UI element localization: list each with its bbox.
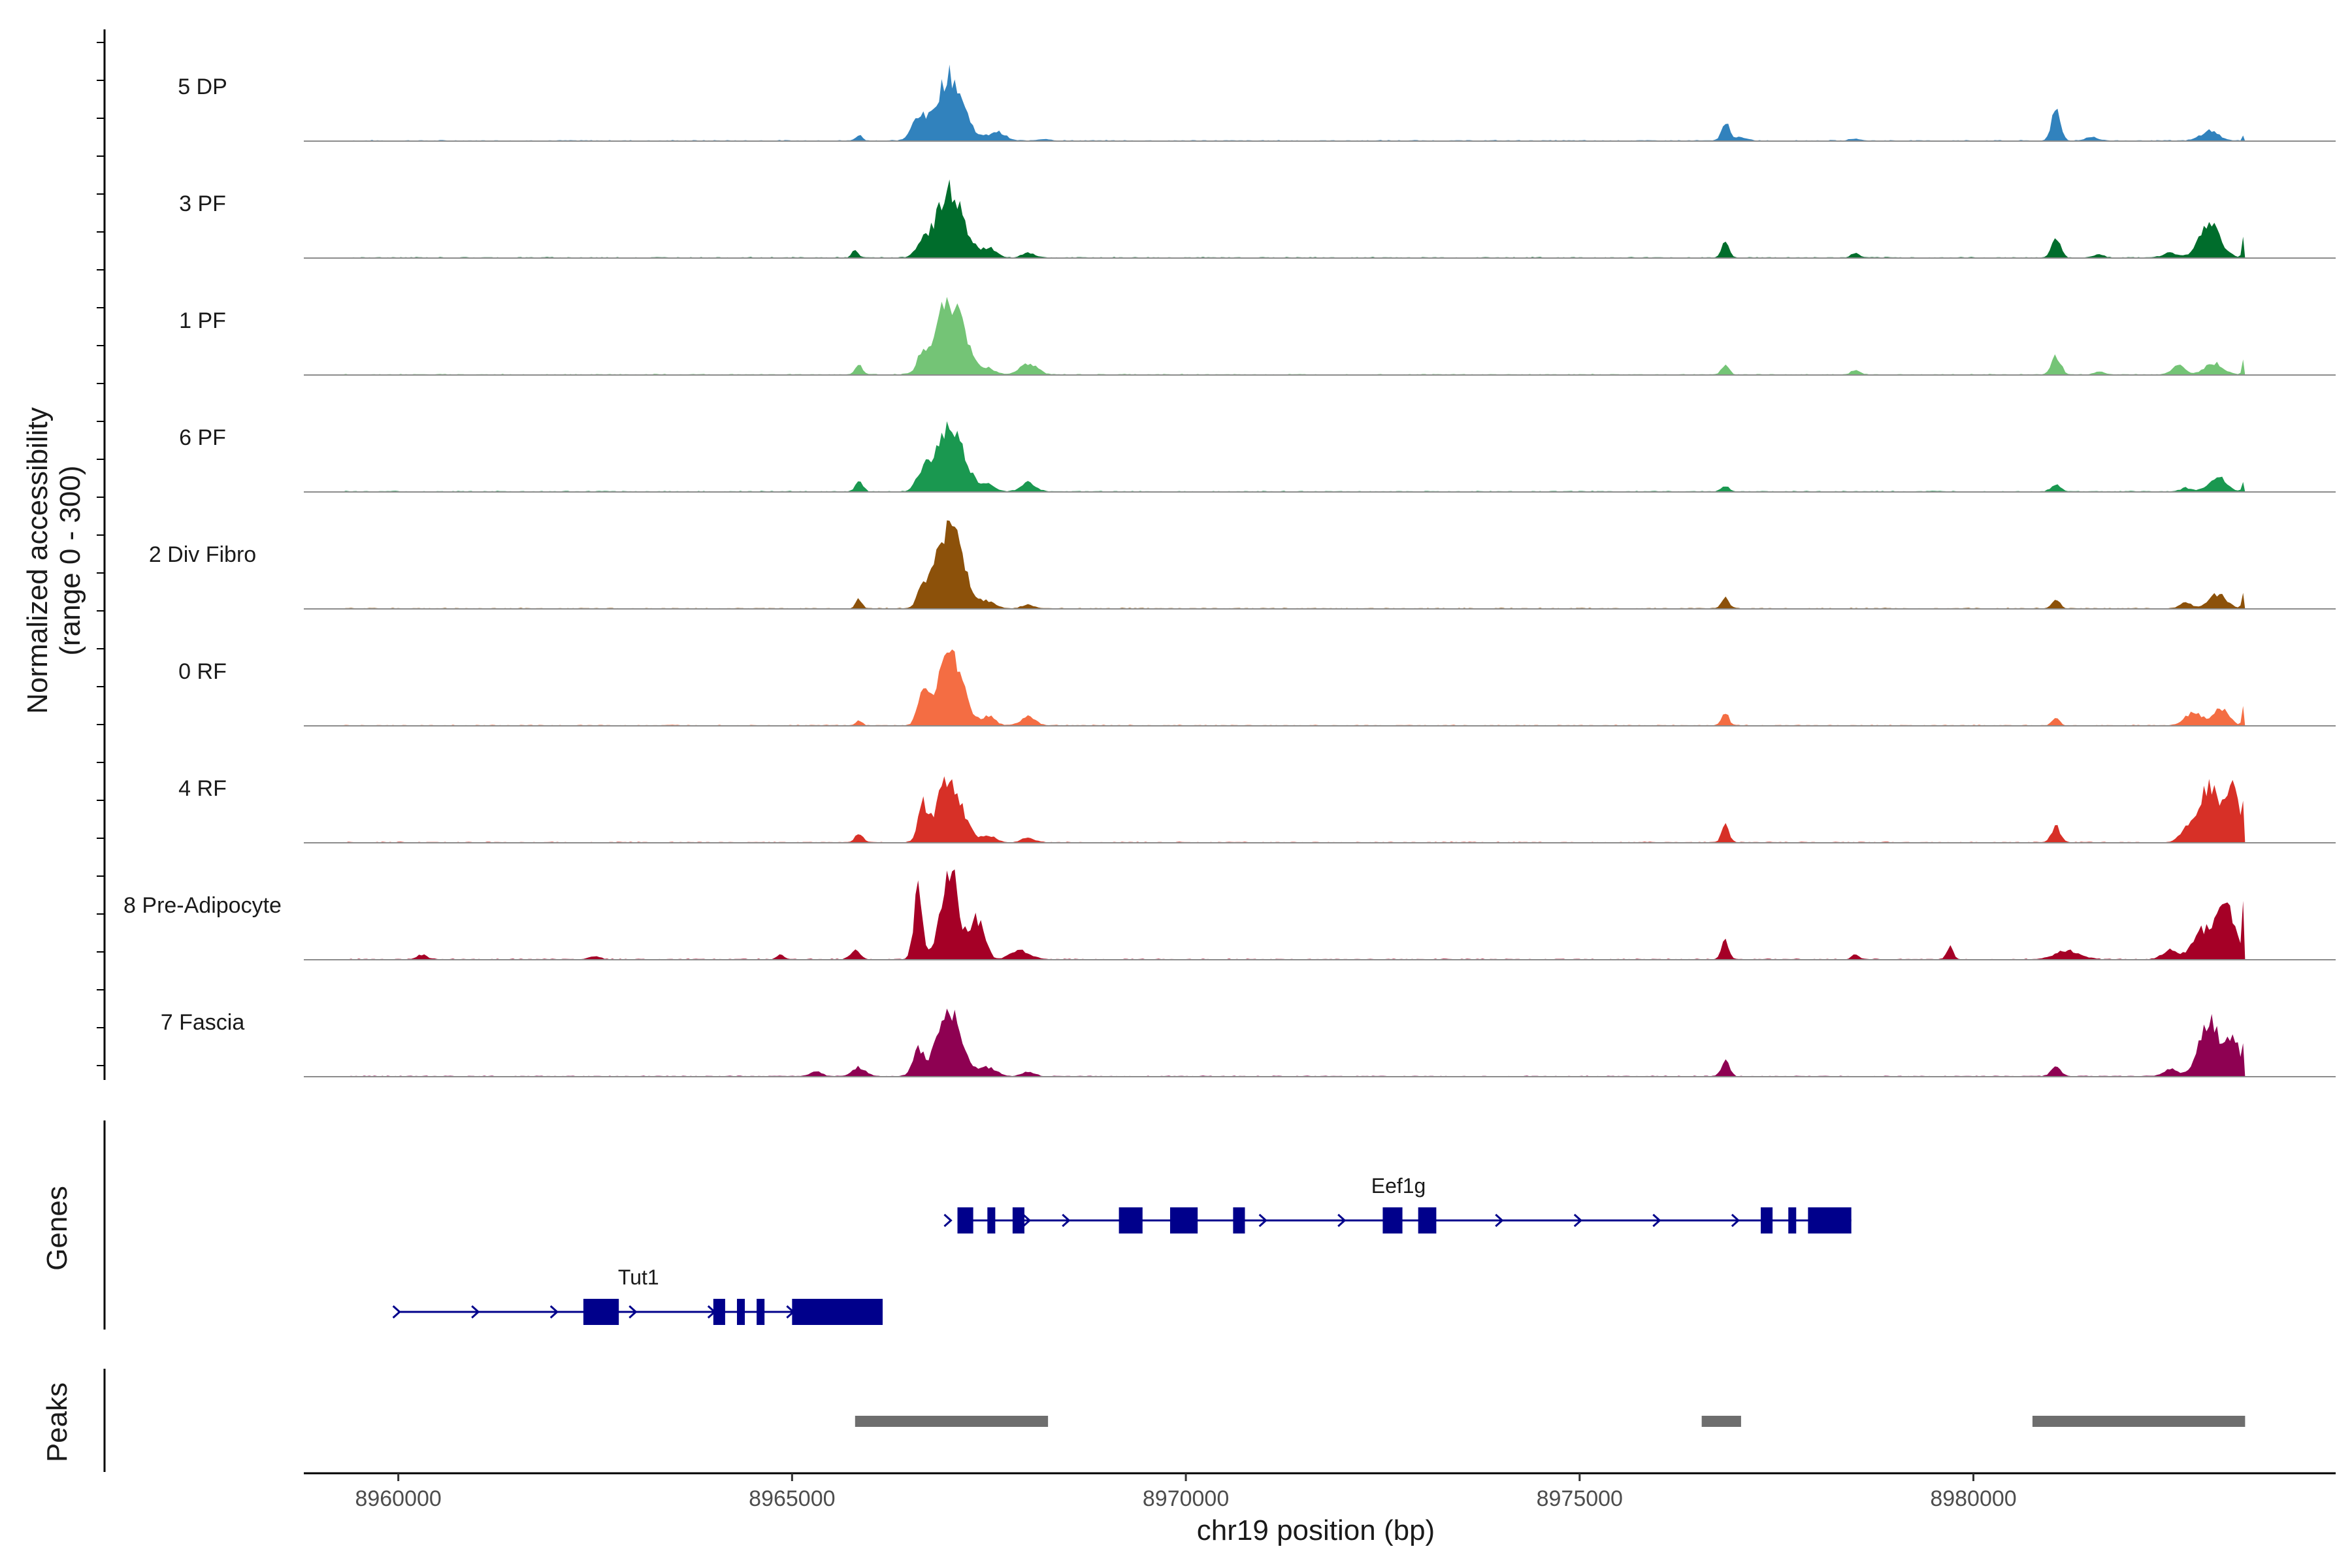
x-axis-title: chr19 position (bp) bbox=[1197, 1514, 1435, 1546]
exon-block bbox=[736, 1299, 745, 1325]
exon-block bbox=[757, 1299, 765, 1325]
peak-region bbox=[855, 1416, 1049, 1427]
coverage-area bbox=[343, 869, 2246, 960]
track-label: 5 DP bbox=[178, 74, 227, 99]
strand-arrow bbox=[1495, 1213, 1504, 1228]
exon-block bbox=[1382, 1207, 1403, 1233]
exon-block bbox=[792, 1299, 883, 1325]
strand-arrow bbox=[1337, 1213, 1347, 1228]
track-label: 3 PF bbox=[179, 191, 226, 216]
exon-block bbox=[1418, 1207, 1437, 1233]
track-3-pf: 3 PF bbox=[179, 179, 2336, 259]
track-2-div-fibro: 2 Div Fibro bbox=[149, 520, 2336, 610]
track-label: 1 PF bbox=[179, 308, 226, 333]
strand-arrow bbox=[392, 1305, 401, 1319]
exon-block bbox=[1761, 1207, 1773, 1233]
x-axis: 8960000 8965000 8970000 8975000 8980000 bbox=[304, 1472, 2336, 1511]
exon-block bbox=[1233, 1207, 1245, 1233]
track-0-rf: 0 RF bbox=[178, 649, 2336, 727]
exon-block bbox=[987, 1207, 996, 1233]
track-4-rf: 4 RF bbox=[178, 776, 2336, 843]
peaks-track bbox=[103, 1369, 2246, 1472]
strand-arrow bbox=[1573, 1213, 1583, 1228]
exon-block bbox=[957, 1207, 973, 1233]
exon-block bbox=[1808, 1207, 1852, 1233]
track-5-dp: 5 DP bbox=[178, 64, 2336, 142]
track-1-pf: 1 PF bbox=[179, 297, 2336, 376]
y-axis-title-line1: Normalized accessibility bbox=[22, 407, 54, 713]
track-label: 8 Pre-Adipocyte bbox=[123, 893, 282, 918]
coverage-area bbox=[343, 421, 2246, 492]
track-label: 7 Fascia bbox=[161, 1010, 245, 1035]
coverage-area bbox=[343, 649, 2246, 726]
exon-block bbox=[713, 1299, 725, 1325]
strand-arrow bbox=[1652, 1213, 1661, 1228]
peaks-panel-label: Peaks bbox=[41, 1382, 73, 1462]
gene-annotation-track: Eef1g Tut1 bbox=[103, 1120, 1852, 1330]
coverage-area bbox=[343, 776, 2246, 843]
track-label: 6 PF bbox=[179, 425, 226, 450]
track-label: 4 RF bbox=[178, 776, 227, 801]
exon-block bbox=[1169, 1207, 1198, 1233]
strand-arrow bbox=[1731, 1213, 1740, 1228]
coverage-area bbox=[343, 297, 2246, 375]
gene-name-label: Tut1 bbox=[618, 1266, 659, 1289]
coverage-tracks: 5 DP 3 PF 1 PF 6 PF 2 Div Fibro 0 RF 4 RF 8 Pre… bbox=[97, 29, 2336, 1080]
strand-arrow bbox=[943, 1213, 953, 1228]
coverage-area bbox=[343, 64, 2246, 141]
exon-block bbox=[1012, 1207, 1024, 1233]
track-label: 2 Div Fibro bbox=[149, 542, 256, 567]
peak-region bbox=[2032, 1416, 2246, 1427]
coverage-area bbox=[343, 520, 2246, 609]
coverage-area bbox=[343, 1008, 2246, 1077]
peak-region bbox=[1701, 1416, 1741, 1427]
gene-name-label: Eef1g bbox=[1371, 1174, 1426, 1198]
exon-block bbox=[1788, 1207, 1797, 1233]
strand-arrow bbox=[1062, 1213, 1071, 1228]
track-label: 0 RF bbox=[178, 659, 227, 684]
y-axis-title-line2: (range 0 - 300) bbox=[54, 465, 86, 655]
track-7-fascia: 7 Fascia bbox=[161, 1008, 2336, 1077]
gene-tut1: Tut1 bbox=[392, 1266, 883, 1325]
gene-eef1g: Eef1g bbox=[943, 1174, 1852, 1233]
x-tick-label: 8975000 bbox=[1537, 1486, 1623, 1511]
strand-arrow bbox=[471, 1305, 480, 1319]
x-tick-label: 8965000 bbox=[749, 1486, 835, 1511]
coverage-area bbox=[343, 179, 2246, 258]
exon-block bbox=[1119, 1207, 1143, 1233]
x-tick-label: 8960000 bbox=[355, 1486, 441, 1511]
strand-arrow bbox=[549, 1305, 559, 1319]
strand-arrow bbox=[629, 1305, 638, 1319]
track-8-pre-adipocyte: 8 Pre-Adipocyte bbox=[123, 869, 2336, 960]
x-tick-label: 8970000 bbox=[1143, 1486, 1229, 1511]
genes-panel-label: Genes bbox=[41, 1186, 73, 1271]
exon-block bbox=[583, 1299, 619, 1325]
x-tick-label: 8980000 bbox=[1930, 1486, 2016, 1511]
strand-arrow bbox=[1258, 1213, 1267, 1228]
track-6-pf: 6 PF bbox=[179, 421, 2336, 493]
strand-arrow bbox=[1022, 1213, 1032, 1228]
